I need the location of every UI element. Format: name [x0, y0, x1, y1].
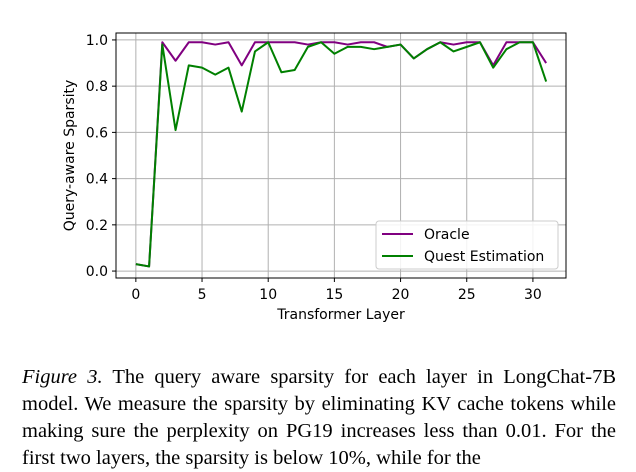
legend-label-oracle: Oracle	[424, 227, 470, 243]
x-tick-label: 0	[131, 287, 140, 303]
legend-label-quest-estimation: Quest Estimation	[424, 249, 544, 265]
figure-caption: Figure 3. The query aware sparsity for e…	[22, 364, 616, 472]
y-tick-label: 0.2	[86, 218, 108, 234]
x-tick-label: 15	[325, 287, 343, 303]
series-line-quest-estimation	[135, 41, 548, 268]
caption-text: The query aware sparsity for each layer …	[22, 366, 616, 469]
y-axis-label: Query-aware Sparsity	[62, 80, 78, 232]
sparsity-line-chart: 0 5 10 15 20 25 30 0.0 0.2 0.4 0.6 0.8 1.0 Transfor…	[62, 32, 567, 323]
plot-frame	[115, 32, 567, 279]
x-axis-ticks: 0 5 10 15 20 25 30	[131, 278, 542, 303]
x-tick-label: 5	[198, 287, 207, 303]
grid-lines	[116, 33, 566, 278]
legend: Oracle Quest Estimation	[375, 220, 559, 270]
series-lines	[135, 41, 548, 268]
x-tick-label: 25	[458, 287, 476, 303]
legend-box	[375, 220, 559, 270]
y-axis-ticks: 0.0 0.2 0.4 0.6 0.8 1.0	[86, 33, 116, 280]
x-tick-label: 10	[259, 287, 277, 303]
x-axis-label: Transformer Layer	[276, 307, 405, 323]
x-tick-label: 20	[392, 287, 410, 303]
y-tick-label: 0.8	[86, 79, 108, 95]
y-tick-label: 0.6	[86, 125, 108, 141]
x-tick-label: 30	[524, 287, 542, 303]
y-tick-label: 0.0	[86, 264, 108, 280]
y-tick-label: 1.0	[86, 33, 108, 49]
y-tick-label: 0.4	[86, 172, 108, 188]
figure-label: Figure 3.	[22, 366, 103, 388]
